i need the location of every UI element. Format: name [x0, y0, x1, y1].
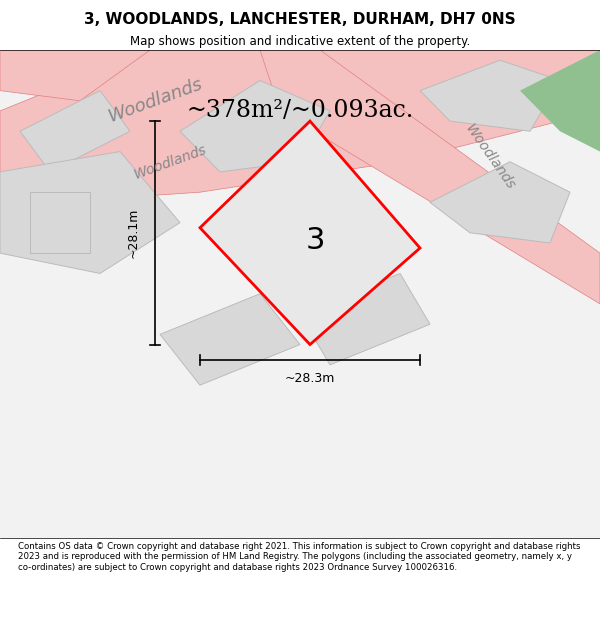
Polygon shape	[260, 50, 600, 304]
Polygon shape	[0, 50, 150, 101]
Polygon shape	[420, 60, 560, 131]
Polygon shape	[30, 192, 90, 253]
Polygon shape	[180, 81, 330, 172]
Polygon shape	[20, 91, 130, 172]
Text: Woodlands: Woodlands	[105, 76, 205, 126]
Text: ~28.1m: ~28.1m	[127, 208, 140, 258]
Polygon shape	[160, 294, 300, 385]
Text: Contains OS data © Crown copyright and database right 2021. This information is : Contains OS data © Crown copyright and d…	[18, 542, 581, 572]
Text: 3: 3	[305, 226, 325, 255]
Polygon shape	[0, 151, 180, 274]
Text: Woodlands: Woodlands	[131, 142, 208, 181]
Text: ~378m²/~0.093ac.: ~378m²/~0.093ac.	[187, 99, 413, 122]
Polygon shape	[520, 50, 600, 151]
Text: ~28.3m: ~28.3m	[285, 372, 335, 385]
Polygon shape	[300, 274, 430, 365]
Text: 3, WOODLANDS, LANCHESTER, DURHAM, DH7 0NS: 3, WOODLANDS, LANCHESTER, DURHAM, DH7 0N…	[84, 12, 516, 28]
Polygon shape	[0, 50, 600, 202]
Text: Map shows position and indicative extent of the property.: Map shows position and indicative extent…	[130, 35, 470, 48]
Text: Woodlands: Woodlands	[462, 121, 518, 192]
Polygon shape	[0, 50, 600, 538]
Polygon shape	[430, 162, 570, 243]
Polygon shape	[200, 121, 420, 344]
